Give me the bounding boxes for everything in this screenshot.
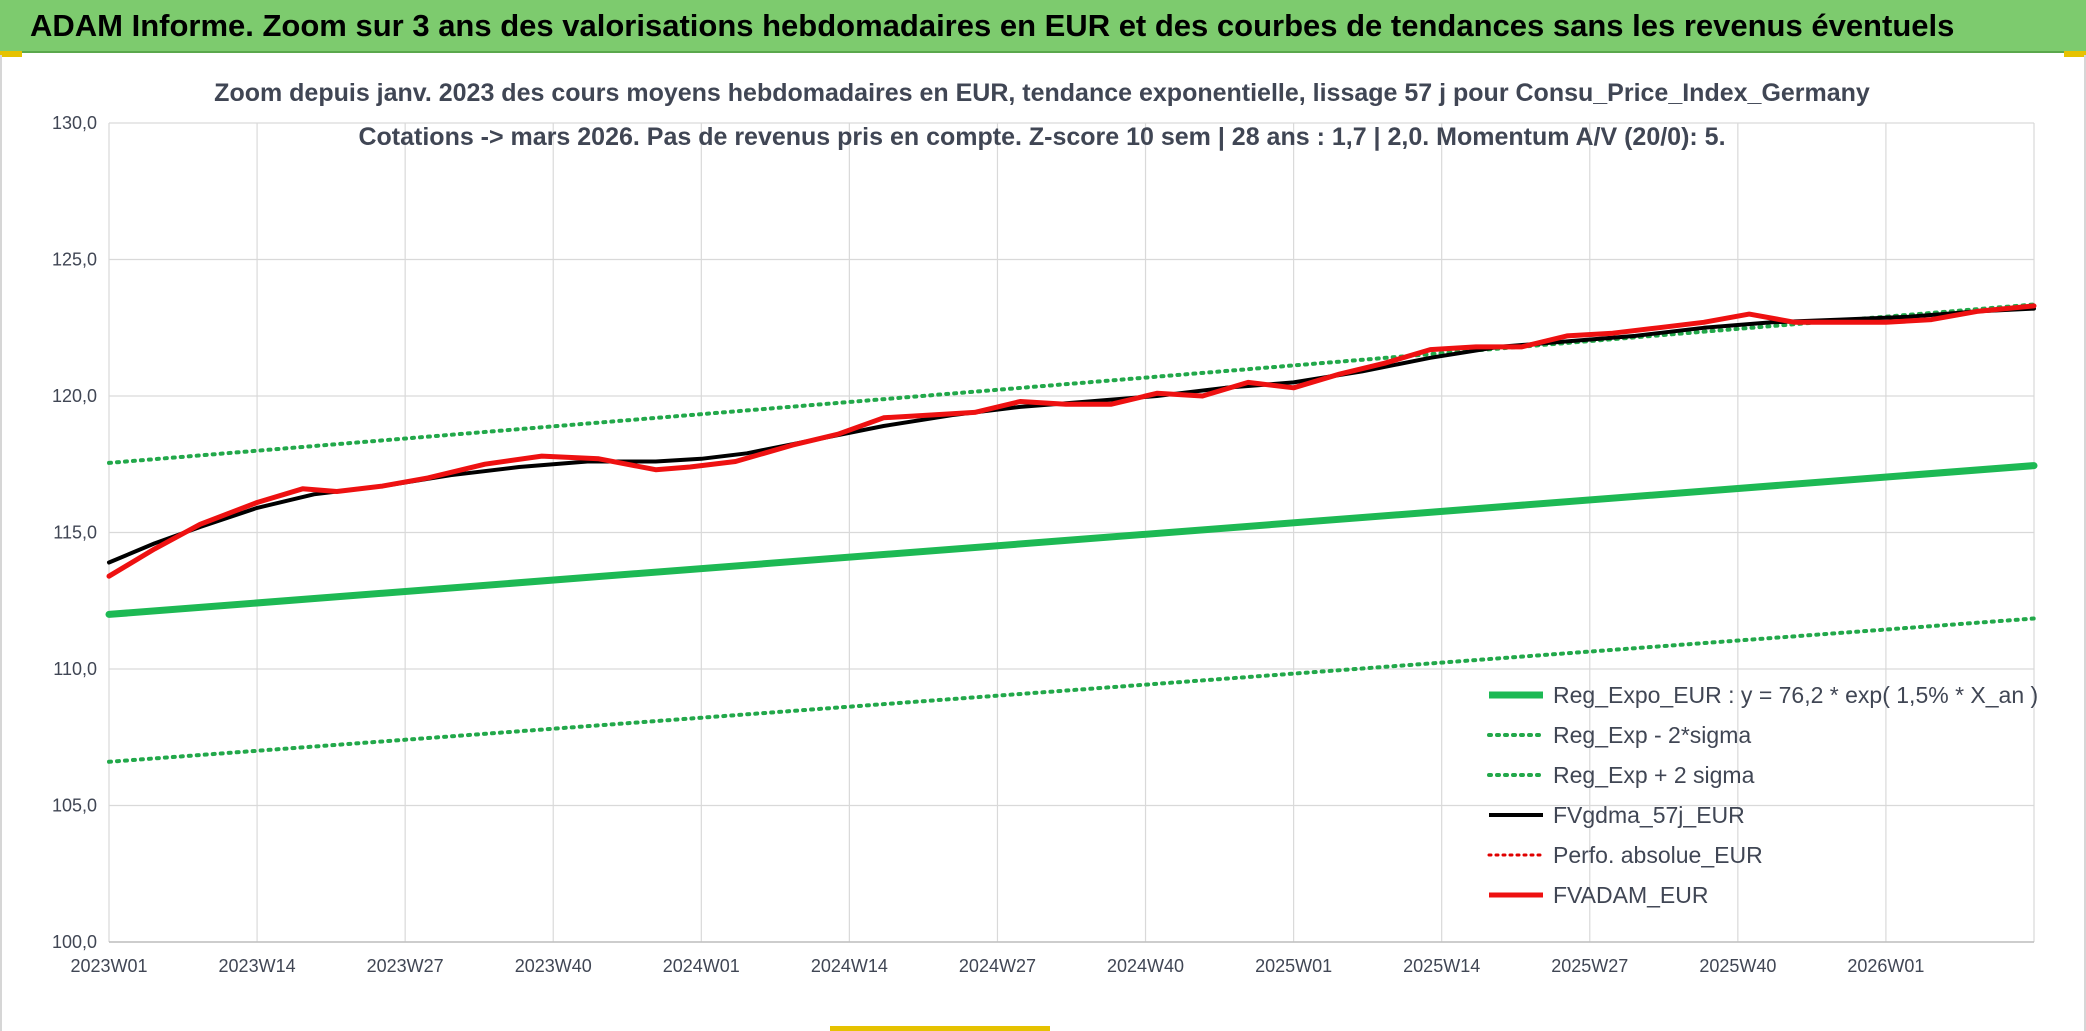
series-lines	[105, 302, 2038, 764]
legend-entry-reg_expo: Reg_Expo_EUR : y = 76,2 * exp( 1,5% * X_…	[1553, 682, 2038, 708]
legend-entry-sigma_low: Reg_Exp - 2*sigma	[1553, 722, 1751, 748]
y-tick-label: 125,0	[52, 250, 97, 270]
y-tick-label: 110,0	[53, 659, 97, 679]
x-tick-label: 2025W01	[1255, 956, 1332, 976]
series-line-fvadam	[106, 303, 2037, 579]
series-line-sigma_high	[107, 302, 2036, 465]
x-tick-label: 2024W40	[1107, 956, 1184, 976]
legend-entry-fvgdma: FVgdma_57j_EUR	[1553, 802, 1745, 828]
legend-entry-sigma_high: Reg_Exp + 2 sigma	[1553, 762, 1755, 788]
x-tick-label: 2024W27	[959, 956, 1036, 976]
x-tick-label: 2023W40	[515, 956, 592, 976]
chart-area: 130,0 125,0 120,0 115,0 110,0 105,0 100,0 2023W…	[0, 55, 2086, 1031]
bottom-marker	[830, 1026, 1050, 1031]
chart-title: Zoom depuis janv. 2023 des cours moyens …	[214, 79, 1870, 107]
corner-marker	[2064, 51, 2086, 57]
corner-marker	[0, 51, 22, 57]
legend-entry-fvadam: FVADAM_EUR	[1553, 882, 1709, 908]
y-tick-label: 105,0	[52, 796, 97, 816]
report-title: ADAM Informe. Zoom sur 3 ans des valoris…	[30, 8, 1955, 43]
y-tick-label: 120,0	[52, 386, 97, 406]
report-banner: ADAM Informe. Zoom sur 3 ans des valoris…	[0, 0, 2086, 53]
axes: 130,0 125,0 120,0 115,0 110,0 105,0 100,0 2023W…	[52, 113, 2034, 976]
x-tick-label: 2024W01	[663, 956, 740, 976]
y-tick-label: 130,0	[52, 113, 97, 133]
y-tick-label: 100,0	[52, 932, 97, 952]
legend-entry-perfo: Perfo. absolue_EUR	[1553, 842, 1763, 868]
x-tick-label: 2023W01	[70, 956, 147, 976]
x-tick-label: 2025W40	[1699, 956, 1776, 976]
series-line-reg_expo	[105, 462, 2038, 618]
x-tick-label: 2026W01	[1847, 956, 1924, 976]
legend: Reg_Expo_EUR : y = 76,2 * exp( 1,5% * X_…	[1487, 682, 2038, 908]
x-tick-label: 2023W27	[367, 956, 444, 976]
x-tick-label: 2025W14	[1403, 956, 1480, 976]
grid	[108, 122, 2035, 943]
x-tick-label: 2024W14	[811, 956, 888, 976]
chart-subtitle: Cotations -> mars 2026. Pas de revenus p…	[358, 123, 1725, 151]
series-line-sigma_low	[107, 616, 2036, 764]
x-tick-label: 2023W14	[219, 956, 296, 976]
y-tick-label: 115,0	[53, 523, 97, 543]
line-chart: 130,0 125,0 120,0 115,0 110,0 105,0 100,0 2023W…	[52, 79, 2038, 976]
series-line-fvgdma	[107, 306, 2036, 565]
x-tick-label: 2025W27	[1551, 956, 1628, 976]
